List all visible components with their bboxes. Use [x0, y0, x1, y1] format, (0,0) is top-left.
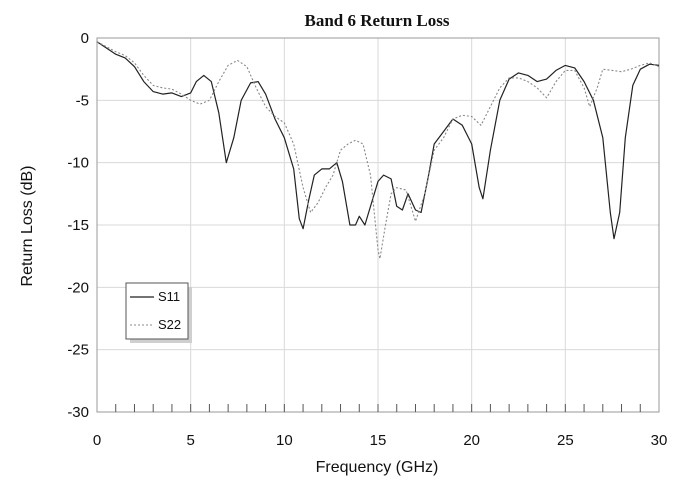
y-tick-label: -30	[67, 404, 89, 421]
x-axis-label: Frequency (GHz)	[316, 459, 439, 476]
legend-entry-s11: S11	[158, 289, 180, 304]
series-group	[96, 41, 660, 260]
series-line-s22	[96, 41, 660, 260]
y-tick-label: -5	[76, 92, 89, 109]
x-tick-label: 15	[370, 432, 387, 449]
x-tick-label: 30	[651, 432, 668, 449]
x-tick-label: 10	[276, 432, 293, 449]
y-tick-label: 0	[81, 30, 89, 47]
legend-entry-s22: S22	[158, 317, 181, 332]
minor-ticks	[115, 404, 641, 412]
grid-lines	[96, 37, 660, 413]
x-tick-label: 5	[186, 432, 194, 449]
chart-title: Band 6 Return Loss	[304, 11, 449, 30]
legend-box	[125, 282, 189, 340]
series-line-s11	[96, 41, 660, 240]
y-tick-label: -20	[67, 279, 89, 296]
x-tick-labels: 0 5 10 15 20 25 30	[93, 432, 668, 449]
x-tick-label: 25	[557, 432, 574, 449]
y-tick-label: -15	[67, 217, 89, 234]
legend: S11 S22	[125, 282, 192, 343]
y-tick-labels: 0 -5 -10 -15 -20 -25 -30	[67, 30, 89, 421]
x-tick-label: 20	[463, 432, 480, 449]
y-axis-label: Return Loss (dB)	[19, 166, 36, 287]
x-tick-label: 0	[93, 432, 101, 449]
y-tick-label: -25	[67, 342, 89, 359]
y-tick-label: -10	[67, 155, 89, 172]
